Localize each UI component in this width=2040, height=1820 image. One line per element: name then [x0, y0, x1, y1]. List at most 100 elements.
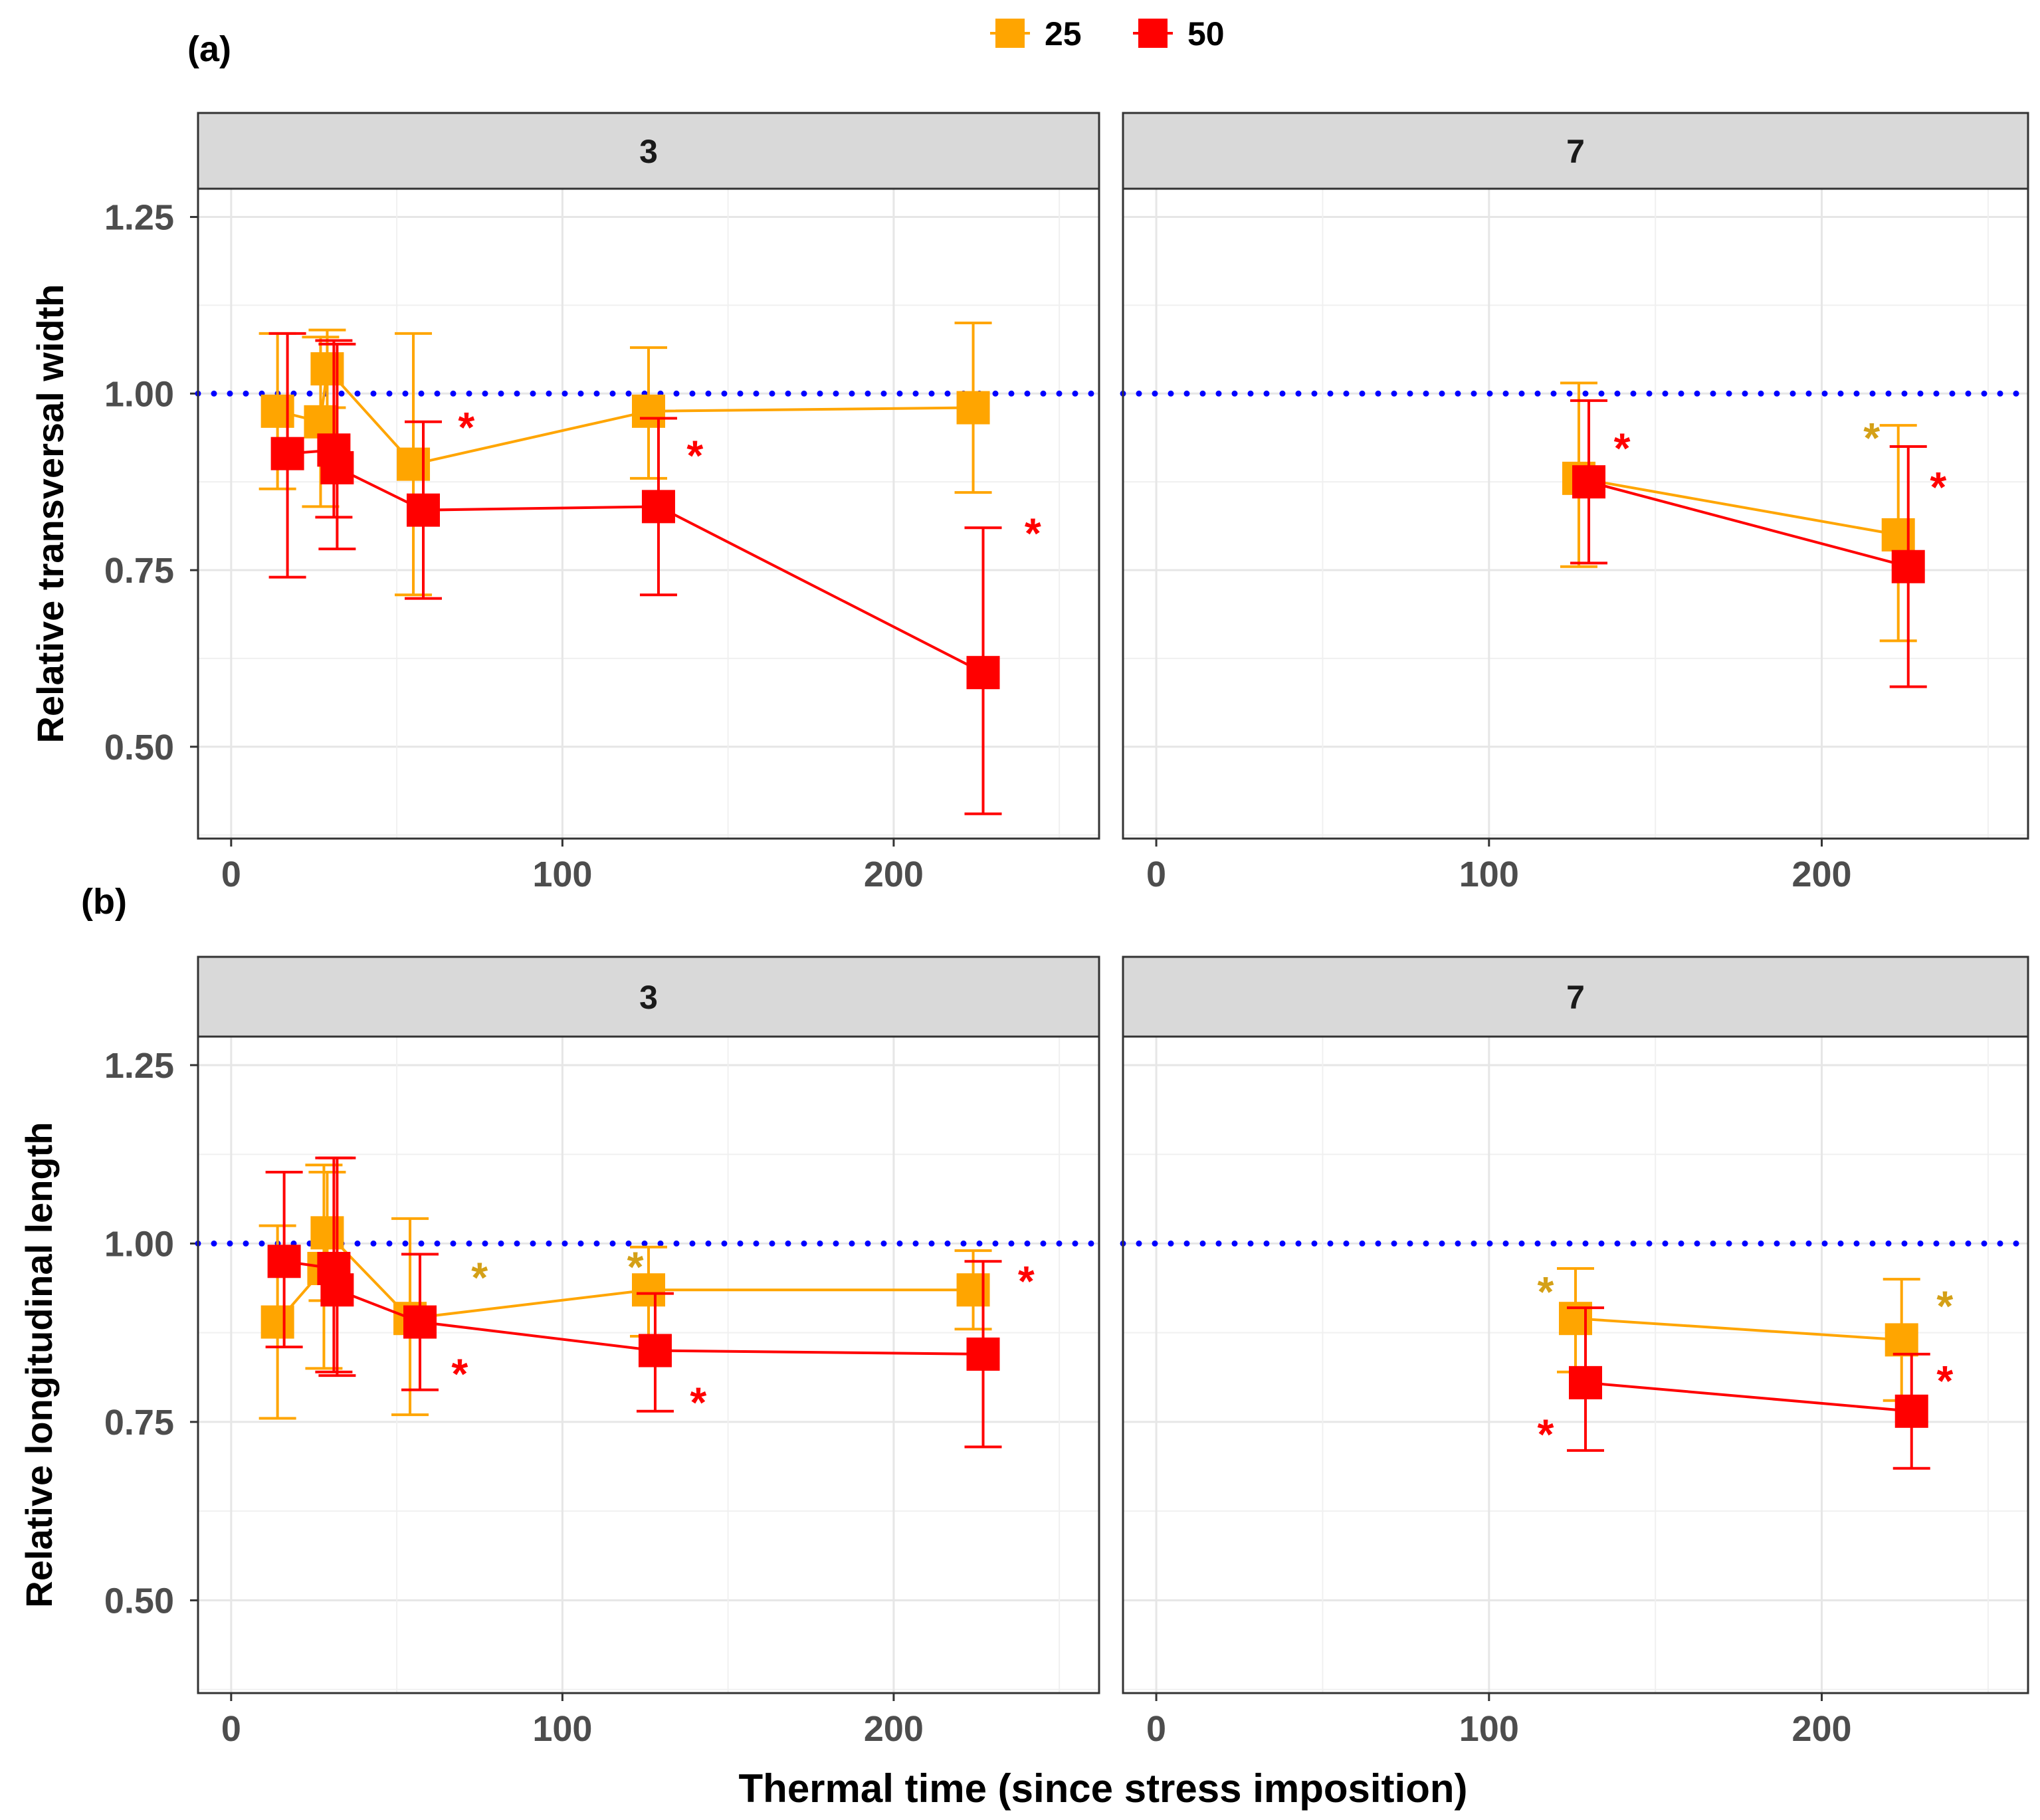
facet-strip — [1122, 956, 2029, 1038]
x-tick-label: 200 — [1791, 1709, 1851, 1749]
series-line — [1588, 480, 1909, 568]
data-point — [403, 1305, 437, 1339]
series-25 — [258, 1163, 992, 1420]
facet-a-7: 7 * * * 0 100 200 — [1120, 112, 2031, 894]
facet-border — [197, 1035, 1100, 1694]
facet-strip-label: 7 — [1566, 979, 1585, 1016]
facet-strip-label: 3 — [639, 979, 658, 1016]
facet-border — [197, 187, 1100, 840]
x-tick-label: 100 — [1459, 1709, 1519, 1749]
x-tick-label: 100 — [532, 1709, 592, 1749]
significance-asterisk: * — [627, 1243, 644, 1290]
facet-strip-label: 7 — [1566, 133, 1585, 170]
data-point — [966, 1337, 1000, 1371]
significance-asterisk: * — [458, 403, 474, 451]
series-25 — [1557, 1267, 1920, 1402]
series-50 — [268, 332, 1002, 815]
significance-asterisk: * — [1930, 463, 1946, 511]
x-tick-label: 0 — [1146, 1709, 1166, 1749]
data-point — [1894, 1394, 1928, 1428]
legend: 25 50 — [990, 15, 1225, 52]
y-axis-label: Relative transversal width — [29, 284, 71, 744]
significance-asterisk: * — [1025, 509, 1041, 557]
y-tick-label: 1.25 — [104, 198, 174, 238]
x-tick-label: 200 — [864, 1709, 924, 1749]
x-tick-label: 0 — [221, 855, 241, 894]
y-tick-label: 0.75 — [104, 1403, 174, 1443]
significance-asterisk: * — [1537, 1411, 1554, 1459]
facet-border — [1122, 1035, 2029, 1694]
series-25 — [258, 321, 992, 597]
y-tick-label: 0.50 — [104, 1581, 174, 1621]
y-tick-label: 1.25 — [104, 1046, 174, 1086]
data-point — [1572, 465, 1606, 499]
significance-asterisk: * — [1863, 414, 1880, 462]
significance-asterisk: * — [1018, 1257, 1035, 1305]
data-point — [956, 1273, 990, 1307]
data-point — [956, 391, 990, 425]
x-tick-label: 100 — [532, 855, 592, 894]
y-tick-label: 0.75 — [104, 551, 174, 591]
data-point — [1881, 518, 1915, 552]
facet-strip — [197, 956, 1100, 1038]
series-50 — [265, 1156, 1002, 1449]
panel-a: (a) Relative transversal width 0.50 0.75 1.0… — [29, 29, 2031, 894]
significance-asterisk: * — [686, 431, 703, 479]
facet-border — [1122, 187, 2029, 840]
y-axis-label: Relative longitudinal length — [18, 1122, 60, 1607]
series-line — [1578, 476, 1899, 536]
facet-a-3: 3 * * * 0 100 200 — [195, 112, 1102, 894]
panel-b: (b) Relative longitudinal length 0.50 0.75 1… — [18, 882, 2031, 1749]
facet-strip — [1122, 112, 2029, 190]
data-point — [267, 1245, 301, 1278]
data-point — [310, 1216, 344, 1250]
data-point — [270, 437, 304, 470]
data-point — [632, 1273, 665, 1307]
significance-asterisk: * — [1537, 1268, 1554, 1316]
data-point — [966, 656, 1000, 690]
data-point — [397, 447, 431, 481]
x-tick-label: 200 — [1791, 855, 1851, 894]
data-point — [638, 1334, 672, 1367]
y-tick-label: 1.00 — [104, 374, 174, 414]
data-point — [320, 1273, 354, 1307]
data-point — [407, 493, 440, 527]
legend-key-marker — [995, 19, 1025, 48]
panel-label: (b) — [81, 882, 127, 922]
significance-asterisk: * — [471, 1253, 488, 1301]
data-point — [632, 394, 665, 428]
legend-key-marker — [1138, 19, 1168, 48]
legend-label: 50 — [1187, 15, 1225, 52]
series-50 — [1570, 399, 1927, 688]
data-point — [260, 394, 294, 428]
series-line — [1575, 1317, 1902, 1342]
data-point — [304, 405, 338, 439]
x-tick-label: 200 — [864, 855, 924, 894]
x-tick-label: 0 — [1146, 855, 1166, 894]
x-axis-label: Thermal time (since stress imposition) — [739, 1766, 1468, 1811]
significance-asterisk: * — [1614, 425, 1631, 472]
data-point — [310, 352, 344, 386]
facet-b-7: 7 * * * * 0 100 200 — [1120, 956, 2031, 1749]
data-point — [1569, 1365, 1603, 1399]
significance-asterisk: * — [690, 1378, 706, 1426]
data-point — [260, 1305, 294, 1339]
panel-label: (a) — [187, 29, 231, 69]
significance-asterisk: * — [451, 1350, 468, 1397]
data-point — [320, 451, 354, 484]
y-tick-label: 1.00 — [104, 1224, 174, 1264]
data-point — [641, 490, 675, 524]
series-line — [287, 449, 984, 674]
data-point — [1885, 1323, 1918, 1357]
significance-asterisk: * — [1936, 1282, 1953, 1330]
data-point — [1891, 550, 1925, 583]
facet-strip-label: 3 — [639, 133, 658, 170]
significance-asterisk: * — [1936, 1357, 1953, 1405]
x-tick-label: 100 — [1459, 855, 1519, 894]
series-line — [277, 365, 973, 466]
series-line — [1585, 1381, 1912, 1413]
legend-label: 25 — [1045, 15, 1082, 52]
series-50 — [1567, 1306, 1930, 1470]
y-tick-label: 0.50 — [104, 728, 174, 767]
